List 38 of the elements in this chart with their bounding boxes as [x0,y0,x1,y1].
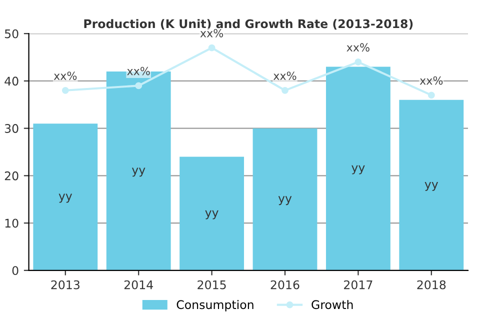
bar [326,66,390,270]
point [428,92,435,99]
y-tick-label: 40 [4,76,18,86]
legend-label: Consumption [176,300,254,312]
point [135,82,142,90]
data-label: xx% [273,72,296,80]
x-tick-label: 2016 [270,280,300,290]
data-label: yy [58,194,72,203]
x-tick-label: 2014 [124,280,153,290]
data-label: yy [352,165,365,174]
bar [33,124,98,270]
y-tick-label: 0 [12,266,18,276]
bar [252,128,318,270]
data-label: yy [278,196,292,206]
y-tick-label: 30 [4,124,18,133]
point [208,44,216,52]
y-tick-label: 10 [5,218,18,228]
y-tick-label: 50 [4,29,18,38]
x-tick-label: 2017 [344,280,372,290]
y-tick-label: 20 [4,171,18,180]
chart-title: Production (K Unit) and Growth Rate (2013-2018) [84,19,413,30]
data-label: yy [205,210,218,220]
point [62,86,69,94]
data-label: xx% [200,28,224,38]
data-label: xx% [346,43,370,52]
legend-label: Growth [312,300,353,310]
data-label: xx% [127,66,150,76]
data-label: xx% [54,72,77,80]
data-label: yy [424,182,438,191]
x-tick-label: 2015 [198,280,226,290]
point [282,86,288,94]
bar [399,100,464,270]
data-label: xx% [420,76,443,85]
x-tick-label: 2013 [51,280,80,290]
point [354,58,362,66]
bar [180,156,244,270]
x-tick-label: 2018 [417,280,446,290]
data-label: yy [132,168,146,177]
